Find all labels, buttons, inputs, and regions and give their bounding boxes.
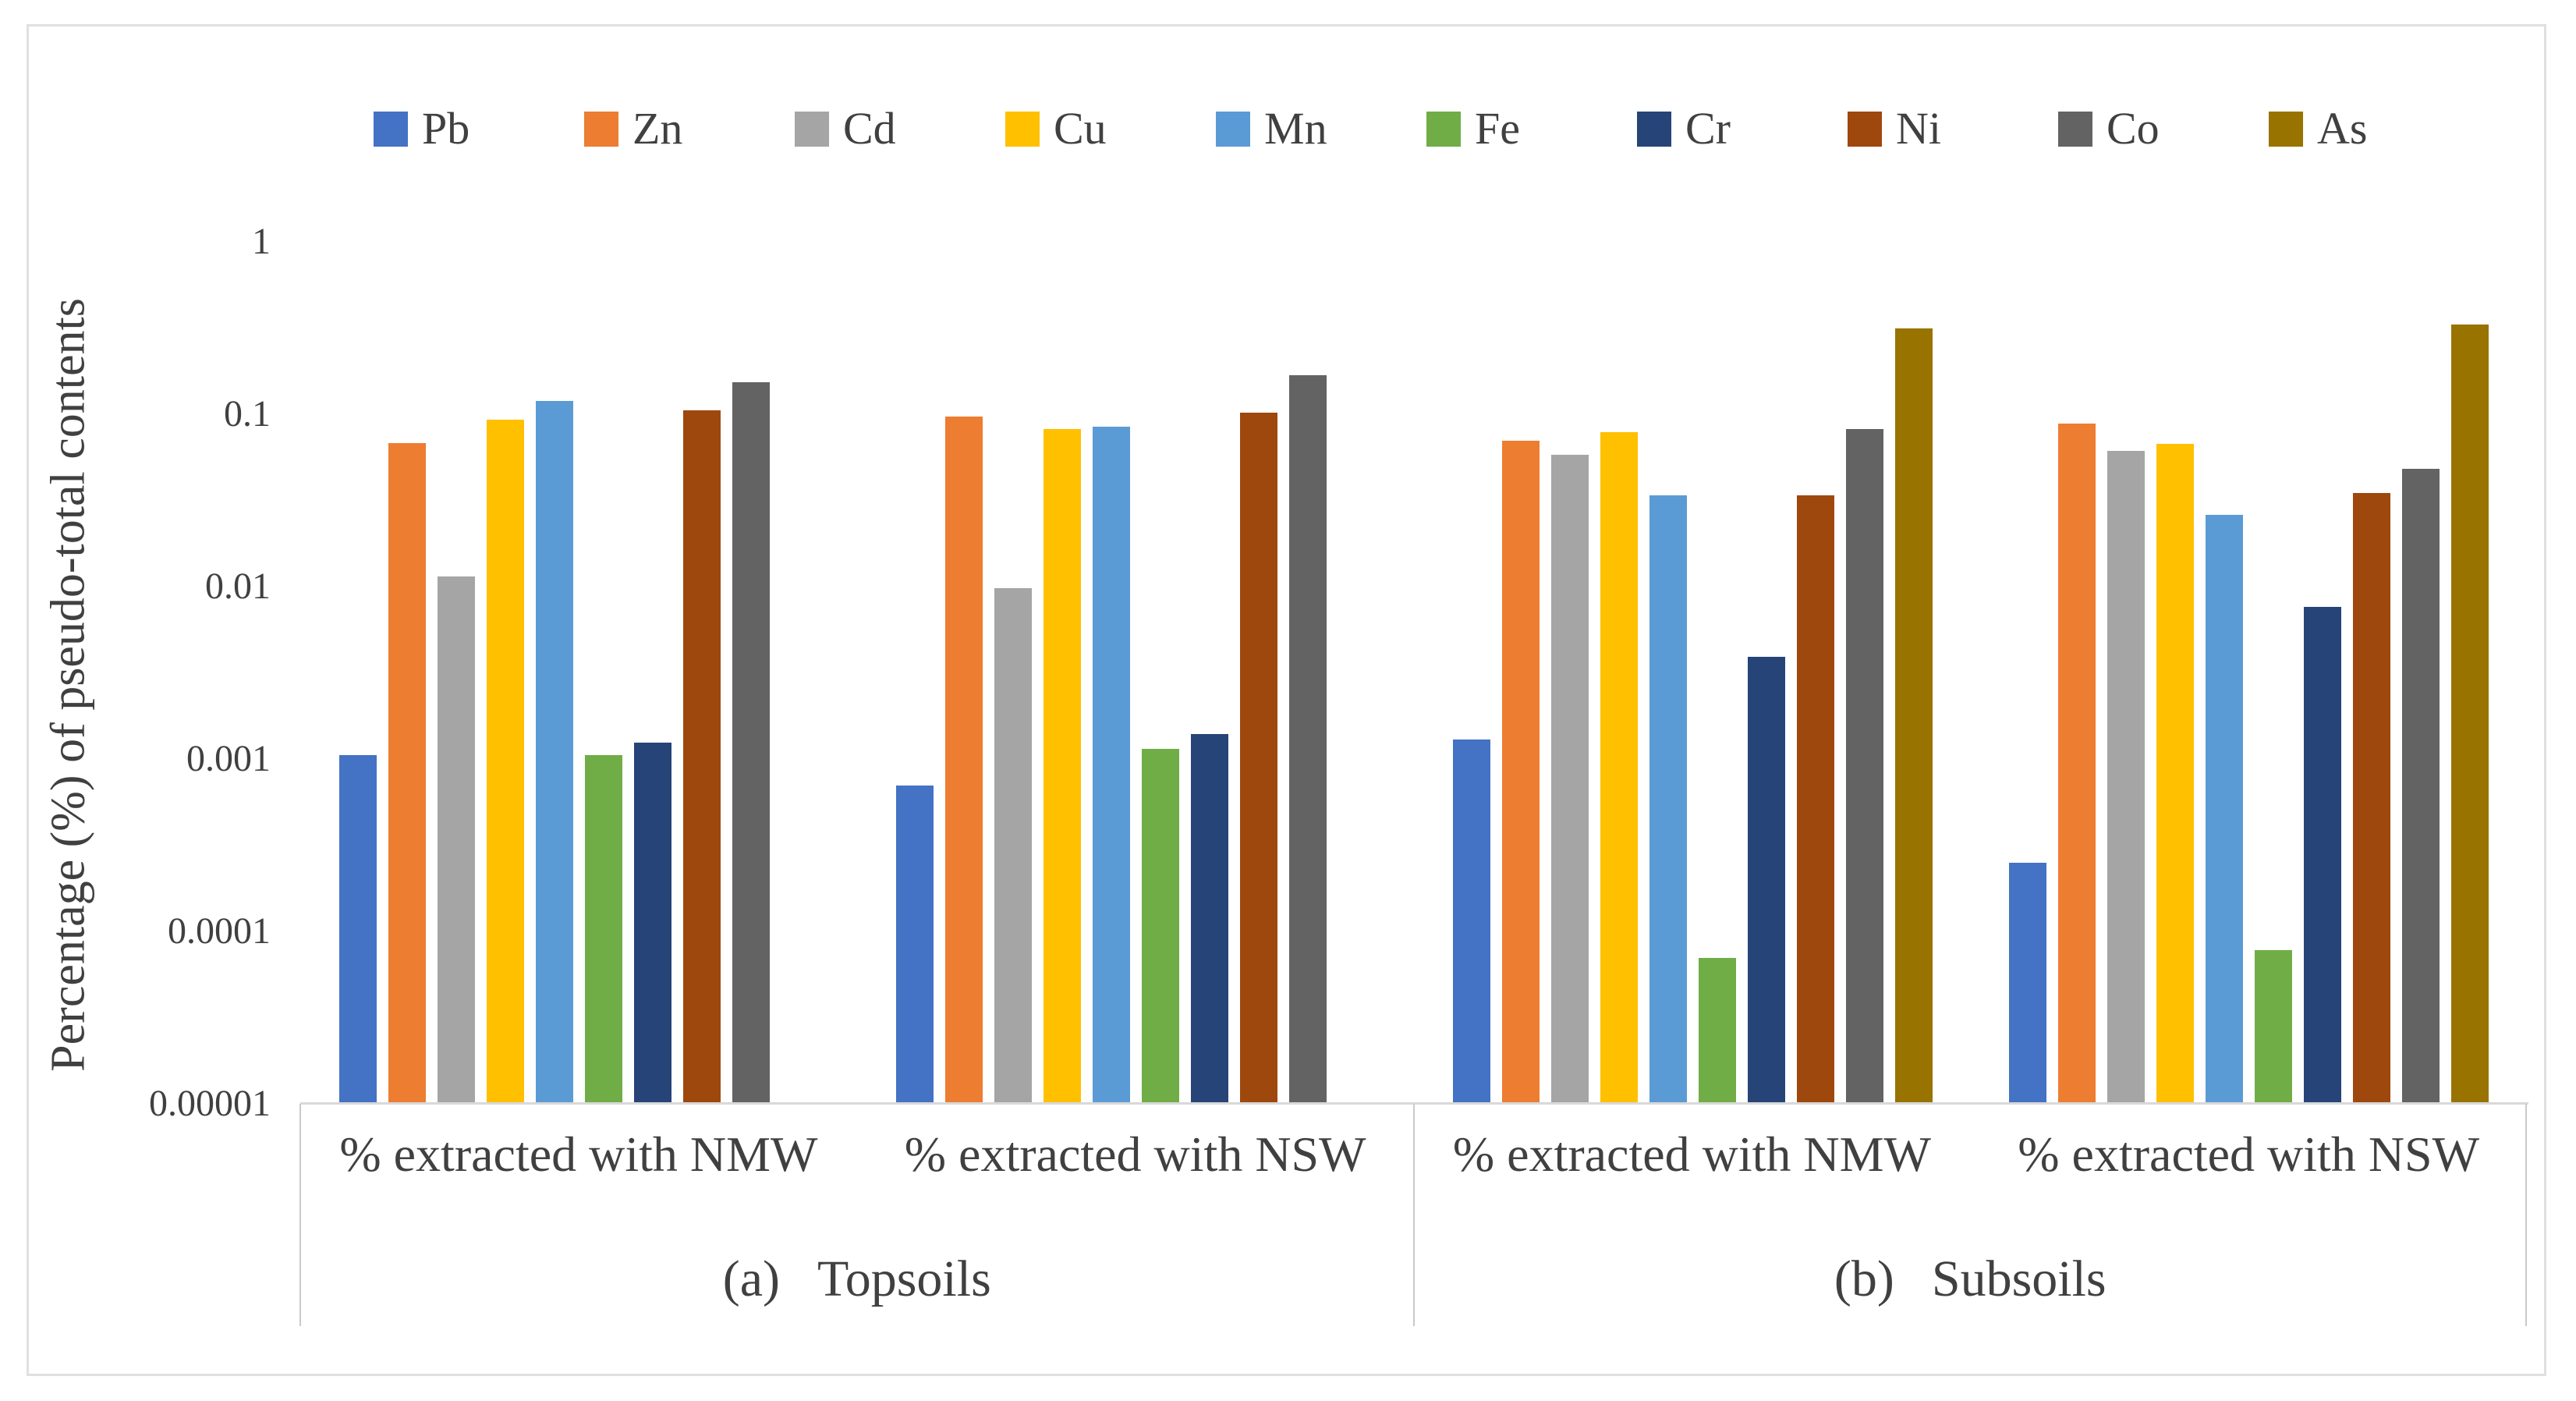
bar-ni-group1 bbox=[683, 410, 721, 1104]
bar-cd-group1 bbox=[438, 576, 475, 1104]
bar-co-group1 bbox=[732, 382, 770, 1104]
bar-fe-group2 bbox=[1141, 749, 1179, 1104]
bar-fe-group3 bbox=[1698, 958, 1736, 1104]
y-tick-label: 0.1 bbox=[224, 393, 271, 434]
bar-zn-group4 bbox=[2058, 424, 2096, 1104]
bar-cu-group2 bbox=[1043, 429, 1081, 1104]
legend-item-co: Co bbox=[2058, 102, 2160, 155]
legend-label: Co bbox=[2107, 103, 2160, 154]
legend-item-cd: Cd bbox=[795, 102, 896, 155]
bar-fe-group4 bbox=[2255, 950, 2293, 1104]
y-tick-label: 0.00001 bbox=[149, 1083, 271, 1124]
bar-pb-group2 bbox=[895, 786, 934, 1104]
legend-label: Ni bbox=[1896, 103, 1941, 154]
x-axis-line bbox=[300, 1102, 2528, 1105]
legend-swatch-fe bbox=[1426, 111, 1461, 147]
bar-fe-group1 bbox=[585, 755, 622, 1104]
bar-cu-group4 bbox=[2156, 444, 2195, 1104]
bar-co-group4 bbox=[2402, 469, 2440, 1104]
bar-pb-group3 bbox=[1452, 740, 1490, 1104]
panel-tag: (b) bbox=[1834, 1250, 1894, 1307]
bar-cd-group3 bbox=[1550, 455, 1589, 1104]
bar-mn-group1 bbox=[536, 401, 573, 1104]
y-tick-label: 1 bbox=[252, 221, 271, 262]
bar-co-group3 bbox=[1845, 429, 1883, 1104]
panel-name: Topsoils bbox=[817, 1250, 991, 1307]
legend-swatch-cd bbox=[795, 111, 829, 147]
bar-mn-group2 bbox=[1092, 427, 1130, 1104]
category-divider bbox=[2525, 1104, 2527, 1326]
legend-swatch-zn bbox=[584, 111, 618, 147]
bar-as-group3 bbox=[1894, 328, 1933, 1104]
bar-pb-group1 bbox=[339, 755, 377, 1104]
legend-swatch-mn bbox=[1216, 111, 1250, 147]
figure-border bbox=[27, 24, 2546, 1376]
y-tick-label: 0.001 bbox=[186, 738, 271, 779]
legend-item-fe: Fe bbox=[1426, 102, 1520, 155]
legend-label: Cd bbox=[843, 103, 896, 154]
category-label-group1: % extracted with NMW bbox=[339, 1126, 818, 1182]
legend-swatch-co bbox=[2058, 111, 2092, 147]
legend-label: Zn bbox=[632, 103, 683, 154]
bar-mn-group3 bbox=[1649, 495, 1687, 1104]
bar-cd-group4 bbox=[2107, 451, 2145, 1104]
category-label-group4: % extracted with NSW bbox=[2018, 1126, 2480, 1182]
legend-item-cr: Cr bbox=[1637, 102, 1731, 155]
legend-swatch-pb bbox=[374, 111, 408, 147]
legend-item-mn: Mn bbox=[1216, 102, 1327, 155]
legend-item-as: As bbox=[2269, 102, 2367, 155]
bar-cr-group4 bbox=[2304, 607, 2342, 1104]
legend-item-zn: Zn bbox=[584, 102, 682, 155]
panel-tag: (a) bbox=[722, 1250, 780, 1307]
legend-label: As bbox=[2317, 103, 2368, 154]
bar-cu-group1 bbox=[487, 420, 524, 1104]
category-divider bbox=[1412, 1104, 1415, 1326]
bar-zn-group1 bbox=[388, 443, 426, 1104]
legend-label: Cu bbox=[1054, 103, 1107, 154]
bar-mn-group4 bbox=[2206, 515, 2244, 1104]
legend-swatch-cr bbox=[1637, 111, 1671, 147]
bar-ni-group4 bbox=[2353, 493, 2391, 1104]
legend-label: Pb bbox=[422, 103, 470, 154]
panel-label-topsoils: (a) Topsoils bbox=[300, 1250, 1414, 1309]
bar-cr-group3 bbox=[1747, 657, 1785, 1104]
bar-zn-group3 bbox=[1501, 441, 1540, 1104]
bar-cr-group1 bbox=[634, 743, 671, 1104]
y-tick-label: 0.0001 bbox=[168, 910, 271, 952]
bar-cr-group2 bbox=[1190, 734, 1228, 1104]
panel-name: Subsoils bbox=[1931, 1250, 2107, 1307]
bar-cd-group2 bbox=[994, 588, 1032, 1104]
legend-item-cu: Cu bbox=[1005, 102, 1107, 155]
legend-item-pb: Pb bbox=[374, 102, 469, 155]
category-divider bbox=[299, 1104, 301, 1326]
bar-cu-group3 bbox=[1600, 432, 1638, 1104]
y-tick-label: 0.01 bbox=[205, 566, 271, 607]
legend-label: Fe bbox=[1475, 103, 1520, 154]
bar-pb-group4 bbox=[2009, 863, 2047, 1104]
bar-ni-group3 bbox=[1796, 495, 1834, 1104]
bar-zn-group2 bbox=[944, 417, 983, 1104]
legend-swatch-as bbox=[2269, 111, 2303, 147]
panel-label-subsoils: (b) Subsoils bbox=[1414, 1250, 2528, 1309]
legend-swatch-cu bbox=[1005, 111, 1040, 147]
legend-item-ni: Ni bbox=[1848, 102, 1941, 155]
legend-swatch-ni bbox=[1848, 111, 1882, 147]
plot-area bbox=[300, 242, 2527, 1104]
category-label-group3: % extracted with NMW bbox=[1452, 1126, 1931, 1182]
bar-ni-group2 bbox=[1239, 413, 1277, 1104]
category-label-group2: % extracted with NSW bbox=[904, 1126, 1366, 1182]
bar-as-group4 bbox=[2451, 325, 2489, 1104]
legend-label: Mn bbox=[1264, 103, 1327, 154]
bar-co-group2 bbox=[1288, 375, 1327, 1104]
legend-label: Cr bbox=[1685, 103, 1731, 154]
